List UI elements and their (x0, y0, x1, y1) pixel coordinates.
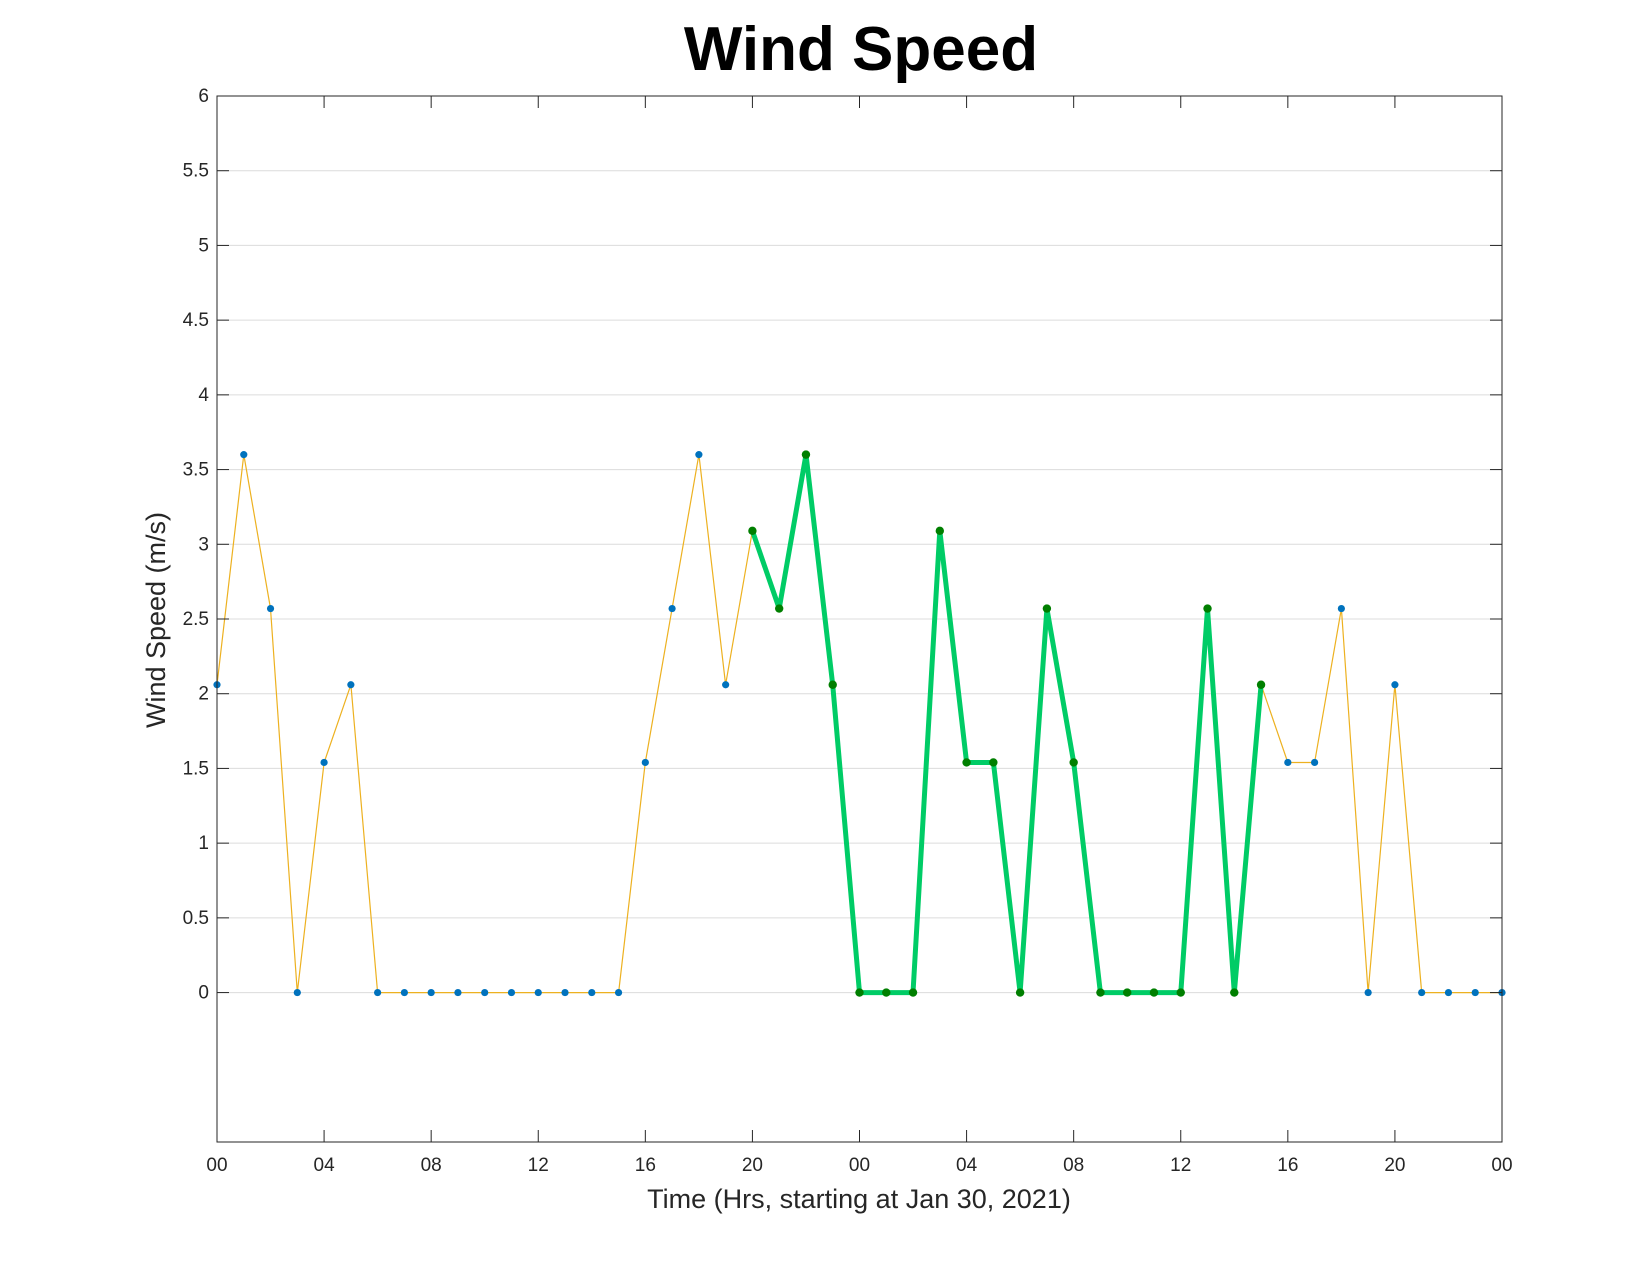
axis-ticks (216, 95, 1503, 1142)
x-tick-label: 04 (314, 1155, 336, 1176)
y-axis-title: Wind Speed (m/s) (141, 512, 171, 728)
data-point (695, 451, 703, 459)
x-tick-label: 20 (1384, 1155, 1405, 1176)
data-point (561, 988, 569, 997)
grid-lines (217, 95, 1502, 994)
data-point (1230, 988, 1239, 997)
y-tick-label: 0.5 (183, 908, 209, 929)
data-point (1471, 988, 1479, 997)
data-point (400, 988, 408, 997)
data-point (668, 604, 676, 613)
data-point (427, 988, 435, 997)
data-point (882, 988, 891, 997)
data-point (774, 604, 784, 613)
data-point (1096, 988, 1105, 997)
y-tick-label: 1.5 (183, 758, 209, 779)
data-point (722, 681, 730, 689)
data-point (1256, 680, 1266, 689)
data-point (481, 988, 489, 997)
y-tick-label: 0 (198, 983, 209, 1004)
x-tick-label: 16 (635, 1155, 656, 1176)
series-highlight-line (748, 450, 1266, 997)
x-tick-label: 04 (956, 1155, 978, 1176)
data-point (1444, 988, 1453, 997)
x-tick-label: 12 (528, 1155, 549, 1176)
data-point (908, 988, 918, 997)
y-tick-label: 5.5 (183, 161, 209, 182)
data-point (1069, 758, 1078, 767)
data-point (1015, 988, 1025, 997)
x-tick-label: 16 (1277, 1155, 1298, 1176)
data-point (1176, 988, 1185, 997)
data-point (641, 758, 649, 767)
data-point (1364, 988, 1372, 997)
tick-labels: 0 0.5 1 1.5 2 2.5 3 3.5 4 4.5 5 5.5 6 00 04 08 12 16 20 00 0… (183, 86, 1513, 1176)
data-point (1284, 758, 1292, 767)
data-point (588, 988, 596, 997)
x-tick-label: 00 (1491, 1155, 1512, 1176)
x-tick-label: 12 (1170, 1155, 1191, 1176)
y-tick-label: 2 (198, 684, 209, 705)
data-point (801, 450, 811, 459)
y-tick-label: 6 (198, 86, 209, 107)
data-point (1149, 988, 1159, 997)
data-point (454, 988, 462, 997)
data-point (507, 988, 516, 997)
data-point (293, 988, 301, 997)
series-full-line (213, 451, 1506, 997)
data-point (989, 758, 998, 767)
data-point (347, 681, 355, 689)
data-point (240, 451, 248, 459)
x-tick-label: 08 (1063, 1155, 1084, 1176)
data-point (962, 758, 971, 767)
data-point (614, 988, 623, 997)
data-point (374, 988, 382, 997)
series-line (750, 454, 1264, 996)
data-point (1042, 604, 1052, 613)
y-tick-label: 2.5 (183, 609, 209, 630)
x-tick-label: 00 (849, 1155, 870, 1176)
chart-title: Wind Speed (683, 15, 1039, 84)
data-point (1337, 604, 1345, 613)
y-tick-label: 1 (198, 833, 209, 854)
data-point (935, 526, 945, 536)
data-point (748, 526, 757, 536)
x-axis-title: Time (Hrs, starting at Jan 30, 2021) (647, 1184, 1071, 1214)
y-tick-label: 3.5 (183, 460, 209, 481)
data-point (828, 680, 837, 689)
series-layer (213, 450, 1506, 997)
data-point (855, 988, 864, 997)
data-point (534, 988, 542, 997)
data-point (320, 758, 328, 767)
data-point (1123, 988, 1132, 997)
x-tick-label: 08 (421, 1155, 442, 1176)
y-tick-label: 3 (198, 534, 209, 555)
data-point (1311, 758, 1319, 767)
y-tick-label: 4.5 (183, 310, 209, 331)
data-point (1391, 681, 1399, 689)
y-tick-label: 5 (198, 235, 209, 256)
data-point (1203, 604, 1212, 613)
x-tick-label: 00 (206, 1155, 227, 1176)
series-line (216, 454, 1502, 994)
data-point (1418, 988, 1426, 997)
y-tick-label: 4 (198, 385, 209, 406)
data-point (266, 604, 275, 613)
x-tick-label: 20 (742, 1155, 763, 1176)
